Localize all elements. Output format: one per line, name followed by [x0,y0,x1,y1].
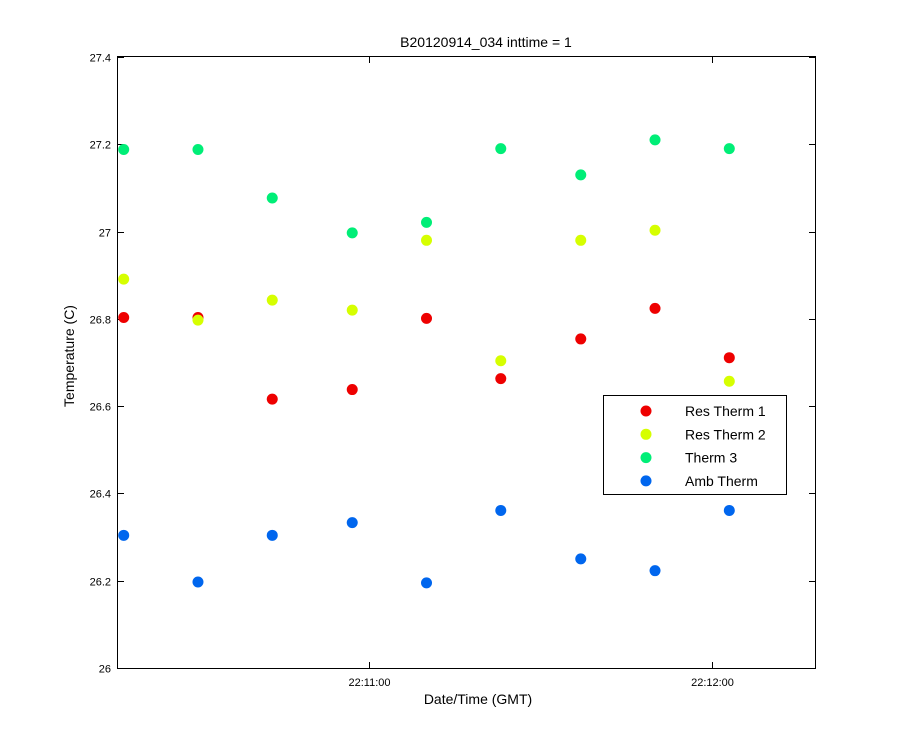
point-res-therm-1 [421,312,433,324]
legend: Res Therm 1 Res Therm 2 Therm 3 Amb Therm [603,395,787,495]
point-amb-therm [575,553,587,565]
y-tick-label: 26.8 [90,315,111,327]
legend-label-res-therm-2: Res Therm 2 [685,426,766,442]
data-points [118,134,735,589]
legend-label-res-therm-1: Res Therm 1 [685,403,766,419]
point-amb-therm [346,517,358,529]
point-therm-3 [346,227,358,239]
y-tick-label: 26.6 [90,402,111,414]
point-amb-therm [649,565,661,577]
legend-marker-amb-therm [640,475,652,487]
point-res-therm-1 [118,312,130,324]
x-tick-label: 22:11:00 [348,677,390,689]
point-res-therm-1 [723,352,735,364]
point-res-therm-1 [649,302,661,314]
point-res-therm-2 [495,355,507,367]
point-therm-3 [649,134,661,146]
plot-area [117,56,816,669]
point-amb-therm [723,504,735,516]
legend-marker-therm-3 [640,452,652,464]
point-res-therm-2 [266,294,278,306]
point-therm-3 [421,216,433,228]
point-amb-therm [266,529,278,541]
point-amb-therm [421,577,433,589]
point-res-therm-1 [266,393,278,405]
y-tick-label: 27.2 [90,140,111,152]
legend-box [603,395,787,495]
point-res-therm-1 [346,384,358,396]
point-amb-therm [118,529,130,541]
y-tick-label: 27 [99,228,111,240]
x-axis: 22:11:00 22:12:00 [348,57,734,689]
chart-title: B20120914_034 inttime = 1 [400,34,572,50]
point-therm-3 [495,143,507,155]
point-res-therm-1 [575,333,587,345]
point-therm-3 [118,144,130,156]
y-tick-label: 26 [99,664,111,676]
legend-marker-res-therm-2 [640,428,652,440]
point-res-therm-2 [575,234,587,246]
y-tick-label: 26.4 [90,489,111,501]
point-res-therm-2 [118,273,130,285]
point-res-therm-2 [346,304,358,316]
y-axis-label: Temperature (C) [61,305,77,407]
point-res-therm-2 [192,314,204,326]
point-therm-3 [575,169,587,181]
legend-label-therm-3: Therm 3 [685,450,737,466]
y-tick-label: 26.2 [90,577,111,589]
point-res-therm-2 [649,224,661,236]
point-therm-3 [266,192,278,204]
legend-label-amb-therm: Amb Therm [685,473,758,489]
point-amb-therm [495,504,507,516]
legend-marker-res-therm-1 [640,405,652,417]
point-res-therm-2 [421,234,433,246]
point-amb-therm [192,576,204,588]
x-axis-label: Date/Time (GMT) [424,691,532,707]
y-tick-label: 27.4 [90,53,111,65]
x-tick-label: 22:12:00 [691,677,734,689]
point-therm-3 [723,143,735,155]
point-res-therm-2 [723,375,735,387]
point-therm-3 [192,144,204,156]
point-res-therm-1 [495,373,507,385]
